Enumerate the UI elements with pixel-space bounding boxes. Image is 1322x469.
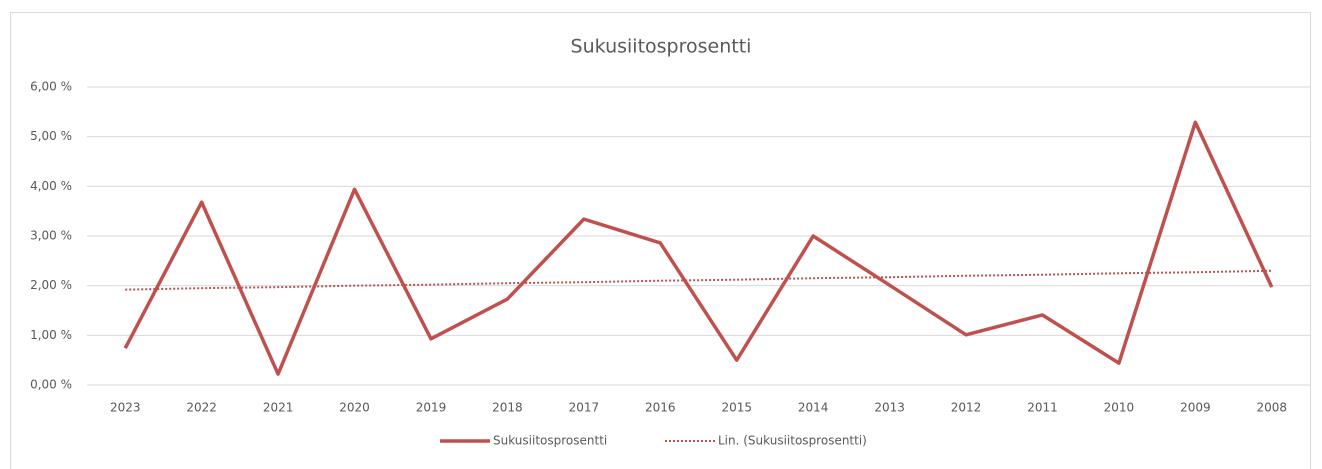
x-tick-label: 2023 <box>110 401 141 415</box>
x-tick-label: 2008 <box>1257 401 1288 415</box>
x-tick-label: 2011 <box>1027 401 1058 415</box>
legend-label: Lin. (Sukusiitosprosentti) <box>718 434 867 448</box>
y-tick-label: 6,00 % <box>30 80 72 94</box>
chart-frame <box>10 12 1311 469</box>
chart-title: Sukusiitosprosentti <box>571 36 752 58</box>
y-tick-label: 0,00 % <box>30 378 72 392</box>
y-tick-label: 1,00 % <box>30 328 72 342</box>
series-line <box>125 269 1272 291</box>
legend-label: Sukusiitosprosentti <box>493 434 607 448</box>
x-tick-label: 2013 <box>874 401 905 415</box>
x-tick-label: 2018 <box>492 401 523 415</box>
x-tick-label: 2015 <box>721 401 752 415</box>
x-tick-label: 2012 <box>951 401 982 415</box>
y-tick-label: 2,00 % <box>30 278 72 292</box>
x-tick-label: 2014 <box>798 401 829 415</box>
x-tick-label: 2021 <box>263 401 294 415</box>
x-tick-label: 2010 <box>1104 401 1135 415</box>
x-tick-label: 2019 <box>416 401 447 415</box>
x-tick-label: 2009 <box>1180 401 1211 415</box>
x-tick-label: 2020 <box>339 401 370 415</box>
x-tick-label: 2017 <box>569 401 600 415</box>
x-tick-label: 2016 <box>645 401 676 415</box>
x-tick-label: 2022 <box>186 401 217 415</box>
y-tick-label: 3,00 % <box>30 229 72 243</box>
y-tick-label: 5,00 % <box>30 129 72 143</box>
series-line <box>123 120 1274 376</box>
y-tick-label: 4,00 % <box>30 179 72 193</box>
